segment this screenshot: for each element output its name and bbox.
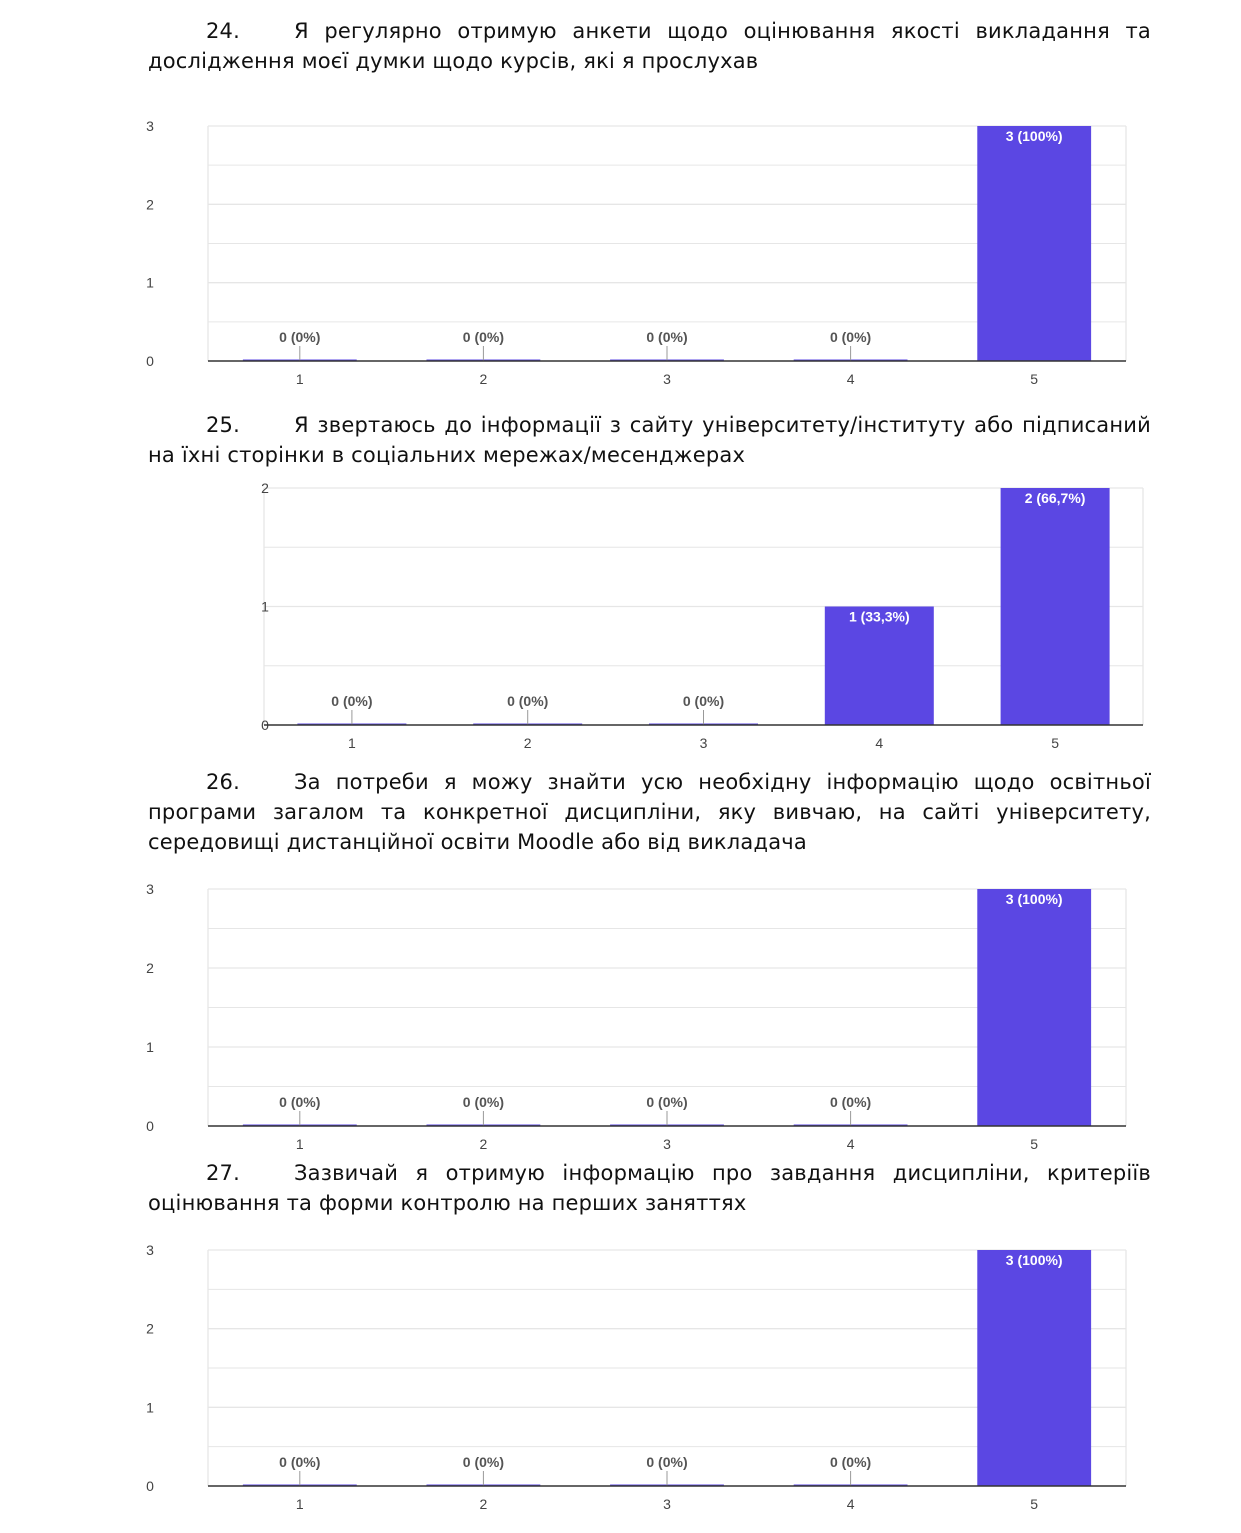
data-label: 0 (0%) xyxy=(463,1094,504,1110)
question-number: 25. xyxy=(206,413,240,437)
x-tick-label: 2 xyxy=(480,1496,488,1512)
y-tick-label: 3 xyxy=(146,881,154,897)
y-tick-label: 2 xyxy=(146,196,154,212)
x-tick-label: 4 xyxy=(847,1496,855,1512)
y-tick-label: 3 xyxy=(146,1242,154,1258)
x-tick-label: 3 xyxy=(663,371,671,387)
data-label: 3 (100%) xyxy=(1006,1252,1063,1268)
data-label: 0 (0%) xyxy=(830,1454,871,1470)
question-26: 26. За потреби я можу знайти усю необхідн… xyxy=(148,767,1151,857)
bar xyxy=(977,126,1092,361)
question-27: 27. Зазвичай я отримую інформацію про зав… xyxy=(148,1158,1151,1218)
x-tick-label: 3 xyxy=(663,1496,671,1512)
question-number: 27. xyxy=(206,1161,240,1185)
data-label: 0 (0%) xyxy=(279,329,320,345)
y-tick-label: 1 xyxy=(146,275,154,291)
data-label: 0 (0%) xyxy=(830,329,871,345)
data-label: 0 (0%) xyxy=(507,693,548,709)
data-label: 0 (0%) xyxy=(279,1094,320,1110)
data-label: 0 (0%) xyxy=(279,1454,320,1470)
y-tick-label: 3 xyxy=(146,118,154,134)
question-number: 24. xyxy=(206,19,240,43)
y-tick-label: 1 xyxy=(261,599,269,615)
data-label: 0 (0%) xyxy=(331,693,372,709)
y-tick-label: 2 xyxy=(261,480,269,496)
data-label: 0 (0%) xyxy=(646,329,687,345)
question-text: Я звертаюсь до інформації з сайту універ… xyxy=(148,413,1151,467)
question-text: За потреби я можу знайти усю необхідну і… xyxy=(148,770,1151,854)
data-label: 3 (100%) xyxy=(1006,128,1063,144)
x-tick-label: 5 xyxy=(1030,1136,1038,1152)
data-label: 2 (66,7%) xyxy=(1025,490,1086,506)
y-tick-label: 2 xyxy=(146,960,154,976)
x-tick-label: 2 xyxy=(480,1136,488,1152)
x-tick-label: 4 xyxy=(847,371,855,387)
data-label: 3 (100%) xyxy=(1006,891,1063,907)
x-tick-label: 4 xyxy=(847,1136,855,1152)
data-label: 0 (0%) xyxy=(463,329,504,345)
y-tick-label: 1 xyxy=(146,1399,154,1415)
x-tick-label: 4 xyxy=(875,735,883,751)
bar xyxy=(977,889,1092,1126)
question-24: 24. Я регулярно отримую анкети щодо оціню… xyxy=(148,16,1151,76)
x-tick-label: 5 xyxy=(1051,735,1059,751)
x-tick-label: 3 xyxy=(700,735,708,751)
bar xyxy=(977,1250,1092,1486)
data-label: 1 (33,3%) xyxy=(849,609,910,625)
data-label: 0 (0%) xyxy=(830,1094,871,1110)
question-text: Зазвичай я отримую інформацію про завдан… xyxy=(148,1161,1151,1215)
data-label: 0 (0%) xyxy=(646,1454,687,1470)
question-25: 25. Я звертаюсь до інформації з сайту уні… xyxy=(148,410,1151,470)
x-tick-label: 1 xyxy=(348,735,356,751)
bar xyxy=(824,606,934,725)
y-tick-label: 2 xyxy=(146,1321,154,1337)
x-tick-label: 2 xyxy=(480,371,488,387)
x-tick-label: 5 xyxy=(1030,1496,1038,1512)
data-label: 0 (0%) xyxy=(683,693,724,709)
x-tick-label: 2 xyxy=(524,735,532,751)
data-label: 0 (0%) xyxy=(646,1094,687,1110)
x-tick-label: 1 xyxy=(296,1136,304,1152)
bar xyxy=(1000,488,1110,725)
data-label: 0 (0%) xyxy=(463,1454,504,1470)
x-tick-label: 1 xyxy=(296,371,304,387)
question-number: 26. xyxy=(206,770,240,794)
question-text: Я регулярно отримую анкети щодо оцінюван… xyxy=(148,19,1151,73)
x-tick-label: 1 xyxy=(296,1496,304,1512)
y-tick-label: 0 xyxy=(146,353,154,369)
y-tick-label: 0 xyxy=(146,1478,154,1494)
x-tick-label: 5 xyxy=(1030,371,1038,387)
x-tick-label: 3 xyxy=(663,1136,671,1152)
y-tick-label: 1 xyxy=(146,1039,154,1055)
y-tick-label: 0 xyxy=(146,1118,154,1134)
